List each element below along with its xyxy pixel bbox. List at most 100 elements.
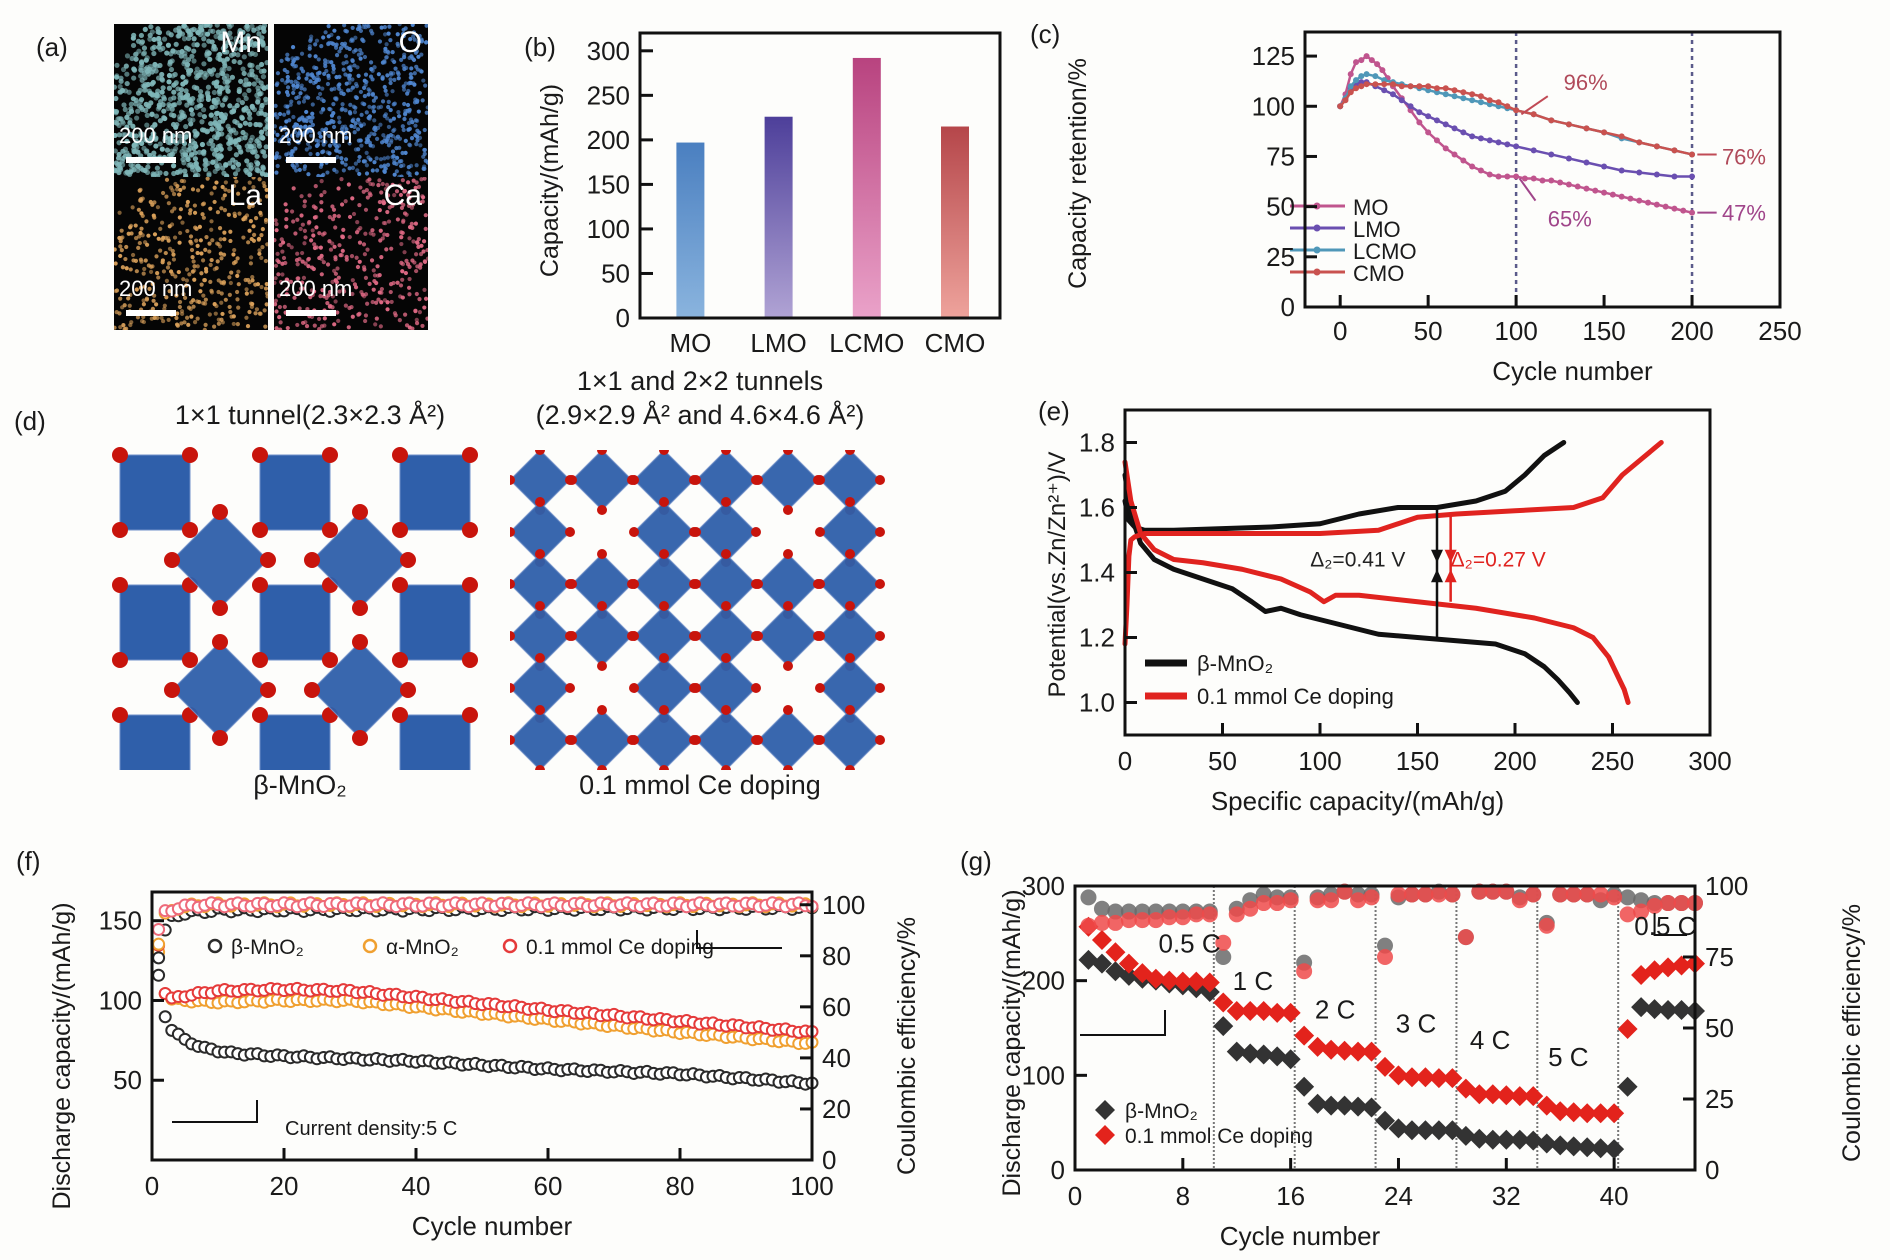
data-point (1444, 886, 1461, 903)
eds-element-label: La (228, 179, 262, 212)
data-point (1361, 1097, 1382, 1118)
current-density-note: Current density:5 C (285, 1118, 457, 1140)
oxygen-atom (112, 522, 128, 538)
data-point (1469, 133, 1476, 140)
y-axis-label: Discharge capacity/(mAh/g) (48, 902, 76, 1209)
oxygen-atom (567, 735, 577, 745)
oxygen-atom (392, 447, 408, 463)
oxygen-atom (535, 601, 545, 611)
data-point (1671, 147, 1678, 154)
oxygen-atom (535, 450, 545, 455)
oxygen-atom (565, 683, 575, 693)
x-tick-label: 300 (1688, 746, 1731, 776)
data-point (1442, 1068, 1463, 1089)
oxygen-atom (182, 652, 198, 668)
data-point (1358, 83, 1365, 90)
eds-element-label: Ca (383, 179, 422, 212)
data-point (1398, 83, 1405, 90)
mno6-octahedron (510, 709, 571, 770)
oxygen-atom (875, 735, 885, 745)
x-tick-label: 50 (1414, 316, 1443, 346)
data-point (1511, 892, 1528, 909)
data-point (1523, 1130, 1544, 1151)
data-point (1645, 199, 1652, 206)
data-point (1469, 91, 1476, 98)
oxygen-atom (845, 450, 855, 455)
eds-map-ca: Ca 200 nm (274, 177, 428, 330)
oxygen-atom (322, 522, 338, 538)
x-tick-label: 24 (1384, 1181, 1413, 1211)
data-point (1159, 970, 1180, 991)
data-point (1563, 1136, 1584, 1157)
data-point (1375, 1056, 1395, 1077)
data-point (1486, 137, 1493, 144)
oxygen-atom (815, 527, 825, 537)
mno6-octahedron (571, 709, 633, 770)
ce-structure-title-line1: 1×1 and 2×2 tunnels (576, 366, 824, 396)
legend-marker (1313, 246, 1321, 254)
y-tick-label: 1.8 (1079, 428, 1115, 458)
delta-label: Δ₂=0.27 V (1451, 549, 1546, 572)
data-point (1563, 1102, 1584, 1123)
data-point (1583, 159, 1590, 166)
curve-ce-doping (1122, 440, 1664, 647)
oxygen-atom (352, 600, 368, 616)
data-point (1550, 1101, 1571, 1122)
data-point (1619, 889, 1636, 906)
annotation-arrow (1520, 95, 1549, 116)
data-point (1186, 971, 1207, 992)
oxygen-atom (875, 527, 885, 537)
data-point (1353, 59, 1360, 66)
oxygen-atom (721, 601, 731, 611)
data-point (1631, 997, 1652, 1018)
oxygen-atom (462, 652, 478, 668)
scale-bar-label: 200 nm (119, 123, 193, 148)
rate-label: 2 C (1315, 995, 1355, 1025)
data-point (1646, 897, 1663, 914)
x-tick-label: CMO (925, 328, 986, 358)
data-point (1673, 895, 1690, 912)
data-point (1548, 117, 1555, 124)
data-point (1282, 892, 1299, 909)
oxygen-atom (691, 527, 701, 537)
y2-tick-label: 0 (822, 1145, 836, 1175)
data-point (1253, 1044, 1274, 1065)
legend-marker (1313, 224, 1321, 232)
data-point (1548, 151, 1555, 158)
data-point (1618, 193, 1625, 200)
x-tick-label: 0 (145, 1171, 159, 1201)
oxygen-atom (815, 579, 825, 589)
data-point (1680, 207, 1687, 214)
y-tick-label: 100 (1022, 1060, 1065, 1090)
panel-g: (g) 0.5 C 1 C 2 C 3 C 4 C 5 C 0.5 C β-MnO₂ 0.1 mm… (960, 830, 1890, 1255)
data-point (1120, 912, 1137, 929)
y-tick-label: 0 (616, 303, 630, 333)
oxygen-atom (597, 765, 607, 770)
arrow-head (1444, 569, 1457, 583)
x-tick-label: LCMO (829, 328, 904, 358)
x-tick-label: LMO (750, 328, 806, 358)
y-tick-label: 100 (99, 985, 142, 1015)
data-point (1442, 1120, 1463, 1141)
right-axis-indicator-arrow (1653, 913, 1687, 936)
data-point (1401, 1120, 1422, 1141)
data-point (1134, 912, 1151, 929)
oxygen-atom (112, 447, 128, 463)
data-point (1091, 953, 1112, 974)
data-point (1213, 992, 1234, 1013)
data-point (1633, 903, 1650, 920)
data-point (1388, 1118, 1409, 1139)
x-tick-label: 150 (1582, 316, 1625, 346)
data-point (1457, 929, 1474, 946)
data-point (1428, 1068, 1449, 1089)
data-point (1442, 91, 1449, 98)
data-point (1307, 1093, 1328, 1114)
oxygen-atom (212, 730, 228, 746)
curve-ce-doping (1122, 459, 1631, 705)
data-point (1583, 185, 1590, 192)
x-tick-label: 100 (1494, 316, 1537, 346)
data-point (1267, 1002, 1288, 1023)
oxygen-atom (567, 631, 577, 641)
x-axis-label: Specific capacity/(mAh/g) (1211, 786, 1504, 816)
